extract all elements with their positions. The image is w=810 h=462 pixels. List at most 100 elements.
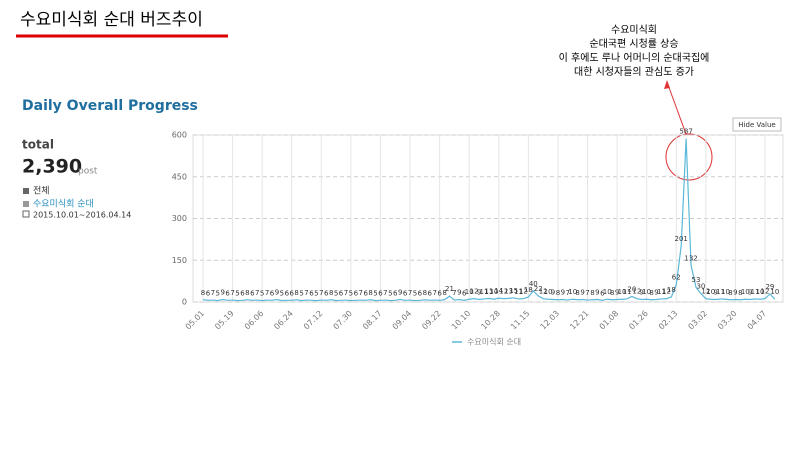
data-label: 29 — [765, 283, 774, 291]
x-tick-label: 03.02 — [686, 309, 709, 332]
data-label: 10 — [721, 288, 730, 296]
data-label: 8 — [590, 289, 594, 297]
data-label: 13 — [504, 287, 513, 295]
data-label: 7 — [585, 289, 589, 297]
data-label: 6 — [339, 289, 344, 297]
x-tick-label: 12.21 — [568, 309, 591, 332]
data-label: 9 — [580, 288, 584, 296]
data-label: 14 — [494, 287, 503, 295]
data-label: 6 — [309, 289, 314, 297]
data-label: 8 — [442, 289, 446, 297]
data-label: 6 — [240, 289, 245, 297]
data-label: 5 — [235, 290, 239, 298]
data-label: 10 — [465, 288, 474, 296]
data-label: 62 — [672, 274, 681, 282]
data-label: 7 — [566, 289, 570, 297]
data-label: 18 — [524, 286, 533, 294]
data-label: 8 — [329, 289, 333, 297]
annotation-line: 대한 시청자들의 관심도 증가 — [574, 66, 694, 78]
x-tick-label: 07.12 — [302, 309, 325, 332]
data-label: 18 — [667, 286, 676, 294]
data-label: 6 — [285, 289, 290, 297]
icon — [22, 210, 30, 218]
data-label: 8 — [649, 289, 653, 297]
y-tick-label: 600 — [172, 131, 187, 140]
x-tick-label: 05.01 — [184, 309, 207, 332]
y-tick-label: 300 — [172, 214, 187, 223]
data-label: 10 — [756, 288, 765, 296]
data-label: 12 — [632, 288, 641, 296]
data-label: 9 — [713, 288, 717, 296]
data-label: 12 — [662, 288, 671, 296]
data-label: 12 — [470, 288, 479, 296]
x-tick-label: 09.04 — [391, 309, 414, 332]
data-label: 10 — [568, 288, 577, 296]
data-label: 10 — [706, 288, 715, 296]
data-label: 587 — [679, 128, 692, 136]
data-label: 7 — [304, 289, 308, 297]
data-label: 12 — [499, 288, 508, 296]
data-label: 10 — [770, 288, 779, 296]
hide-value-button[interactable] — [732, 117, 782, 132]
data-label: 8 — [610, 289, 614, 297]
data-label: 8 — [575, 289, 579, 297]
data-label: 5 — [413, 290, 417, 298]
data-label: 9 — [640, 288, 644, 296]
data-label: 6 — [403, 289, 408, 297]
data-label: 11 — [751, 288, 760, 296]
data-label: 7 — [255, 289, 259, 297]
icon — [23, 188, 29, 194]
data-label: 7 — [319, 289, 323, 297]
x-tick-label: 04.07 — [746, 309, 769, 332]
annotation-line: 이 후에도 루나 어머니의 순대국집에 — [559, 52, 710, 64]
data-label: 10 — [642, 288, 651, 296]
data-label: 8 — [728, 289, 732, 297]
data-label: 7 — [230, 289, 234, 297]
y-tick-label: 450 — [172, 172, 187, 181]
data-label: 7 — [452, 289, 456, 297]
data-label: 5 — [334, 290, 338, 298]
x-tick-label: 01.08 — [598, 309, 621, 332]
data-label: 20 — [627, 285, 636, 293]
data-label: 12 — [539, 288, 548, 296]
data-label: 7 — [344, 289, 348, 297]
data-label: 5 — [349, 290, 353, 298]
data-label: 8 — [368, 289, 372, 297]
data-label: 7 — [408, 289, 412, 297]
data-label: 6 — [270, 289, 275, 297]
data-label: 9 — [275, 288, 279, 296]
data-label: 6 — [418, 289, 423, 297]
data-label: 6 — [206, 289, 211, 297]
data-label: 9 — [733, 288, 737, 296]
data-label: 6 — [600, 289, 605, 297]
data-label: 10 — [489, 288, 498, 296]
x-tick-label: 03.20 — [716, 309, 739, 332]
arrow — [666, 81, 687, 135]
keyword[interactable]: 수요미식회 순대 — [33, 199, 94, 210]
line — [202, 138, 776, 302]
data-label: 6 — [225, 289, 230, 297]
data-label: 9 — [615, 288, 619, 296]
annotation-line: 순대국편 시청률 상승 — [589, 38, 678, 50]
data-label: 5 — [314, 290, 318, 298]
data-label: 30 — [696, 283, 705, 291]
annotation: 수요미식회 순대국편 시청률 상승 이 후에도 루나 어머니의 순대국집에 대한… — [559, 24, 710, 78]
total-label: total — [22, 138, 54, 152]
y-tick-label: 0 — [182, 298, 187, 307]
data-label: 53 — [692, 276, 701, 284]
data-label: 11 — [514, 288, 523, 296]
data-label: 9 — [561, 288, 565, 296]
data-label: 9 — [595, 288, 599, 296]
data-label: 8 — [201, 289, 205, 297]
data-label: 8 — [738, 289, 742, 297]
data-label: 12 — [519, 288, 528, 296]
button-label[interactable]: Hide Value — [738, 121, 775, 129]
data-label: 12 — [701, 288, 710, 296]
x-tick-label: 02.13 — [657, 309, 680, 332]
data-label: 9 — [654, 288, 658, 296]
annotation-line: 수요미식회 — [611, 24, 657, 36]
data-label: 10 — [741, 288, 750, 296]
total-unit: post — [78, 167, 98, 177]
